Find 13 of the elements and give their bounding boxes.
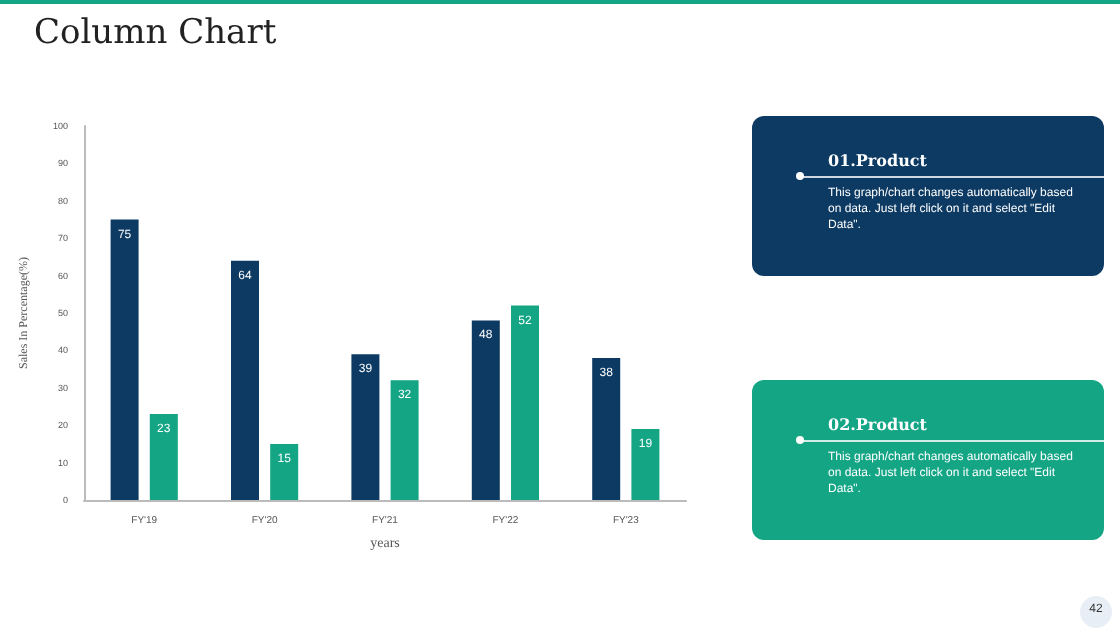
- bar: [231, 260, 259, 500]
- bar: [471, 320, 500, 500]
- bar: [592, 357, 621, 500]
- bar: [631, 428, 660, 500]
- bar: [390, 380, 419, 500]
- chart-title: Column Chart: [34, 13, 277, 53]
- bar: [110, 219, 139, 500]
- text: 02.Product: [828, 414, 927, 434]
- bar: [351, 354, 380, 500]
- bar: [149, 413, 178, 500]
- bar: [270, 443, 299, 500]
- bar: [511, 305, 539, 500]
- text: 01.Product: [828, 150, 927, 170]
